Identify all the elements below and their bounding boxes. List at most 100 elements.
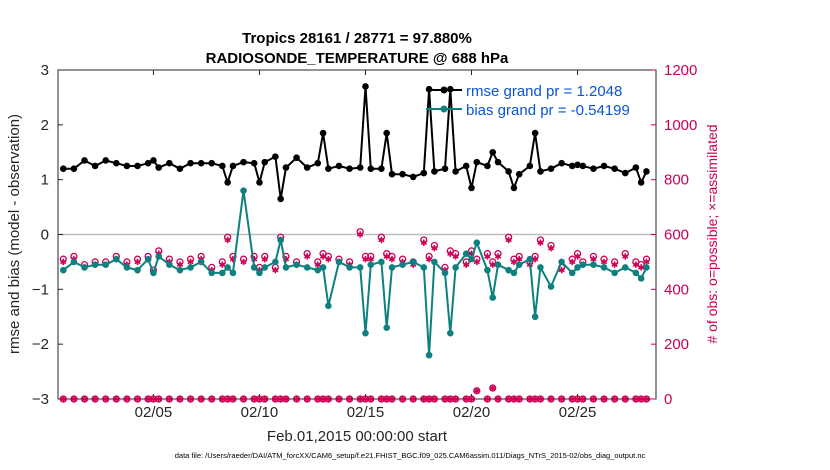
- bias-point: [277, 236, 284, 244]
- bias-point: [282, 264, 290, 271]
- obs-low-assimilated-point: [590, 395, 597, 403]
- obs-low-assimilated-point: [197, 395, 205, 403]
- obs-low-assimilated-point: [494, 395, 502, 403]
- rmse-point: [643, 168, 650, 175]
- y-tick-label: −2: [32, 336, 49, 353]
- obs-low-assimilated-point: [60, 395, 67, 403]
- obs-low-assimilated-point: [579, 395, 587, 403]
- bias-point: [240, 187, 247, 194]
- obs-assimilated-point: [600, 258, 608, 266]
- rmse-point: [208, 159, 216, 167]
- bias-point: [187, 264, 194, 271]
- rmse-point: [303, 164, 311, 171]
- obs-low-assimilated-point: [70, 395, 78, 403]
- rmse-point: [568, 162, 576, 170]
- bias-point: [325, 302, 332, 310]
- bias-point: [462, 250, 470, 257]
- bias-point: [515, 261, 523, 268]
- bias-point: [600, 264, 608, 271]
- obs-low-assimilated-point: [166, 395, 173, 403]
- obs-low-assimilated-point: [547, 395, 555, 403]
- bias-point: [81, 264, 88, 271]
- y-tick-label: 2: [41, 117, 49, 134]
- bias-point: [590, 261, 597, 268]
- obs-low-assimilated-point: [388, 395, 396, 403]
- bias-point: [547, 283, 555, 290]
- rmse-point: [70, 165, 78, 172]
- obs-assimilated-point: [494, 253, 502, 260]
- bias-point: [256, 269, 263, 277]
- rmse-point: [505, 168, 512, 175]
- rmse-point: [484, 162, 491, 170]
- bias-point: [489, 294, 497, 301]
- rmse-point: [155, 164, 163, 171]
- rmse-point: [494, 158, 502, 166]
- obs-low-assimilated-point: [240, 395, 247, 403]
- bias-point: [319, 264, 327, 271]
- obs-low-assimilated-point: [134, 395, 141, 403]
- obs-low-assimilated-point: [622, 395, 629, 403]
- bias-point: [431, 258, 438, 266]
- y-tick-label: −3: [32, 391, 49, 408]
- obs-low-assimilated-point: [91, 395, 99, 403]
- rmse-point: [187, 159, 194, 167]
- bias-point: [526, 255, 534, 263]
- obs-assimilated-point: [590, 255, 597, 263]
- obs-low-assimilated-point: [431, 395, 438, 403]
- y-tick-label: 1: [41, 172, 49, 189]
- obs-low-assimilated-point: [516, 395, 523, 403]
- rmse-point: [219, 162, 226, 170]
- obs-low-assimilated-point: [176, 395, 184, 403]
- obs-low-assimilated-point: [399, 395, 406, 403]
- x-tick-label: 02/15: [347, 404, 385, 421]
- rmse-point: [325, 165, 332, 172]
- rmse-point: [91, 162, 99, 170]
- obs-low-assimilated-point: [410, 395, 417, 403]
- obs-low-assimilated-point: [335, 395, 343, 403]
- bias-point: [420, 264, 428, 271]
- bias-point: [537, 264, 544, 271]
- rmse-point: [473, 158, 481, 166]
- bias-point: [621, 264, 629, 271]
- x-axis-label: Feb.01,2015 00:00:00 start: [267, 428, 448, 445]
- bias-point: [632, 269, 640, 277]
- rmse-point: [134, 162, 141, 170]
- legend: rmse grand pr = 1.2048 bias grand pr = -…: [426, 83, 630, 119]
- bias-point: [91, 261, 99, 268]
- y-axis-right: 0 200 400 600 800 1000 1200: [651, 62, 697, 408]
- bias-point: [155, 253, 163, 260]
- obs-low-assimilated-point: [473, 387, 480, 394]
- obs-assimilated-point: [547, 245, 555, 252]
- obs-assimilated-point: [367, 255, 374, 263]
- bias-point: [229, 269, 237, 277]
- bias-point: [531, 313, 539, 321]
- obs-low-assimilated-point: [123, 395, 131, 403]
- obs-low-assimilated-point: [81, 395, 88, 403]
- obs-assimilated-point: [224, 236, 231, 244]
- obs-low-assimilated-point: [303, 395, 311, 403]
- obs-assimilated-point: [60, 258, 67, 266]
- x-tick-label: 02/20: [453, 404, 491, 421]
- bias-point: [150, 269, 157, 277]
- rmse-point: [600, 162, 608, 170]
- obs-assimilated-point: [187, 258, 194, 266]
- obs-assimilated-point: [425, 255, 433, 263]
- x-axis: 02/05 02/10 02/15 02/20 02/25: [135, 70, 596, 421]
- bias-point: [367, 261, 375, 268]
- bias-point: [272, 258, 279, 266]
- y-axis-left-label: rmse and bias (model - observation): [6, 114, 23, 354]
- bias-point: [250, 264, 258, 271]
- bias-point: [409, 258, 417, 266]
- bias-point: [637, 275, 645, 282]
- rmse-point: [378, 165, 385, 172]
- obs-assimilated-point: [303, 253, 311, 260]
- y-right-tick-label: 400: [664, 281, 689, 298]
- bias-point: [383, 324, 390, 332]
- rmse-point: [590, 165, 597, 172]
- obs-assimilated-point: [357, 231, 364, 238]
- rmse-point: [409, 173, 417, 181]
- obs-low-assimilated-point: [282, 395, 290, 403]
- y-axis-left: −3 −2 −1 0 1 2 3: [32, 62, 63, 408]
- bias-point: [378, 258, 385, 266]
